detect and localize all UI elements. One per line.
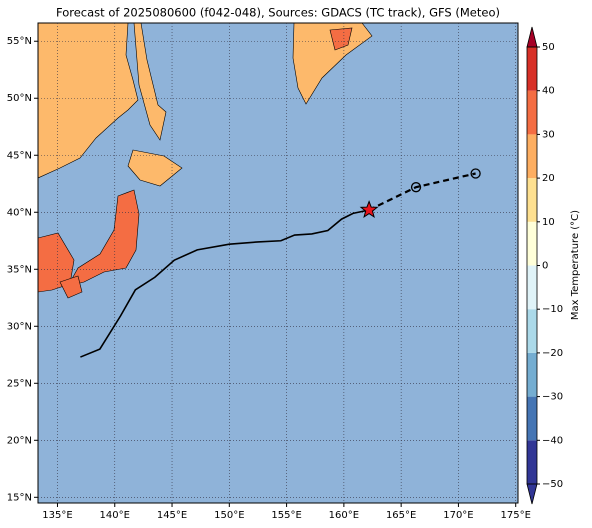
colorbar-tick-label: 40: [542, 86, 555, 97]
colorbar-tick-label: −30: [542, 392, 563, 403]
x-tick-label: 175°E: [501, 510, 531, 521]
mainland: [38, 23, 139, 179]
kamchatka-warm: [329, 27, 353, 51]
colorbar-tick-label: −50: [542, 479, 563, 490]
colorbar-tick-label: 30: [542, 129, 555, 140]
colorbar-label: Max Temperature (°C): [570, 210, 581, 320]
y-tick-label: 20°N: [7, 435, 32, 446]
land: [38, 23, 373, 299]
colorbar-segment: [527, 352, 537, 397]
x-tick-label: 165°E: [386, 510, 416, 521]
forecast-track: [368, 172, 476, 211]
map-frame: [37, 22, 519, 504]
x-tick-label: 150°E: [214, 510, 244, 521]
y-tick-label: 40°N: [7, 207, 32, 218]
forecast-point: [410, 182, 422, 193]
colorbar-segment: [527, 440, 537, 484]
current-position: [359, 200, 379, 219]
colorbar-tick-label: 20: [542, 173, 555, 184]
y-tick-label: 45°N: [7, 150, 32, 161]
honshu: [67, 189, 140, 287]
y-tick-label: 35°N: [7, 264, 32, 275]
y-tick-label: 25°N: [7, 378, 32, 389]
x-tick-label: 160°E: [329, 510, 359, 521]
x-tick-label: 170°E: [443, 510, 473, 521]
colorbar-tick-label: 50: [542, 42, 555, 53]
colorbar-tick-label: 0: [542, 261, 548, 272]
x-tick-label: 145°E: [157, 510, 187, 521]
colorbar-segment: [527, 47, 537, 91]
sakhalin: [133, 23, 167, 141]
colorbar-segment: [527, 265, 537, 310]
x-tick-label: 140°E: [100, 510, 130, 521]
colorbar-tick-label: −10: [542, 304, 563, 315]
colorbar-segment: [527, 90, 537, 135]
hokkaido: [127, 149, 183, 187]
kyushu: [59, 275, 83, 299]
observed-track: [80, 209, 370, 358]
colorbar-tick-label: −40: [542, 435, 563, 446]
colorbar-segment: [527, 396, 537, 441]
colorbar-extend-low: [526, 483, 538, 505]
colorbar-tick-label: −20: [542, 348, 563, 359]
x-tick-label: 155°E: [271, 510, 301, 521]
colorbar-segment: [527, 134, 537, 179]
map-title: Forecast of 2025080600 (f042-048), Sourc…: [56, 6, 500, 20]
colorbar-extend-high: [526, 26, 538, 48]
x-tick-label: 135°E: [42, 510, 72, 521]
y-tick-label: 30°N: [7, 321, 32, 332]
colorbar-tick-label: 10: [542, 217, 555, 228]
forecast-point: [470, 168, 481, 179]
colorbar-segment: [527, 178, 537, 222]
colorbar-segment: [527, 309, 537, 353]
kamchatka: [292, 23, 373, 105]
colorbar-segment: [527, 221, 537, 266]
y-tick-label: 15°N: [7, 492, 32, 503]
y-tick-label: 55°N: [7, 36, 32, 47]
y-tick-label: 50°N: [7, 93, 32, 104]
